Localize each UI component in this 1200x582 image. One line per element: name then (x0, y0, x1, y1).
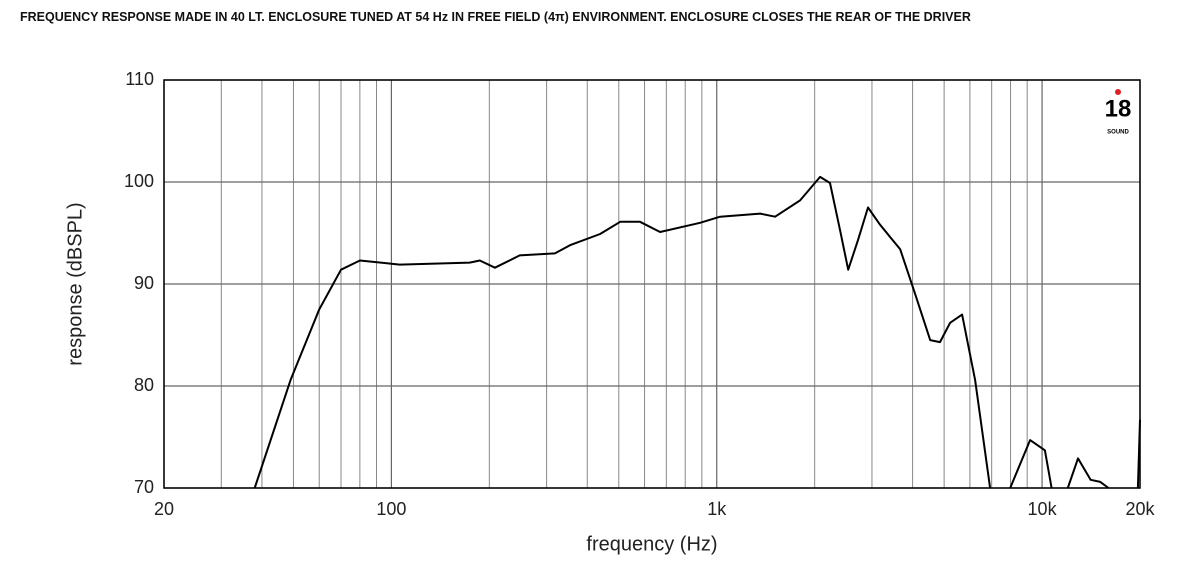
x-tick-label: 1k (707, 499, 727, 519)
x-tick-label: 10k (1028, 499, 1058, 519)
chart-title: FREQUENCY RESPONSE MADE IN 40 LT. ENCLOS… (20, 10, 971, 24)
x-tick-label: 100 (376, 499, 406, 519)
y-tick-label: 70 (134, 477, 154, 497)
x-tick-label: 20k (1125, 499, 1155, 519)
response-curve (253, 175, 1141, 489)
y-tick-label: 100 (124, 171, 154, 191)
logo-sub: SOUND (1107, 130, 1129, 136)
x-axis-label: frequency (Hz) (586, 533, 717, 555)
y-tick-label: 110 (125, 69, 154, 89)
y-axis-label: response (dBSPL) (64, 202, 86, 365)
y-tick-label: 90 (134, 273, 154, 293)
y-tick-label: 80 (134, 375, 154, 395)
plot-frame (163, 79, 1141, 489)
logo-dot (1115, 89, 1121, 95)
logo: 18 (1105, 95, 1132, 122)
x-tick-label: 20 (154, 499, 174, 519)
